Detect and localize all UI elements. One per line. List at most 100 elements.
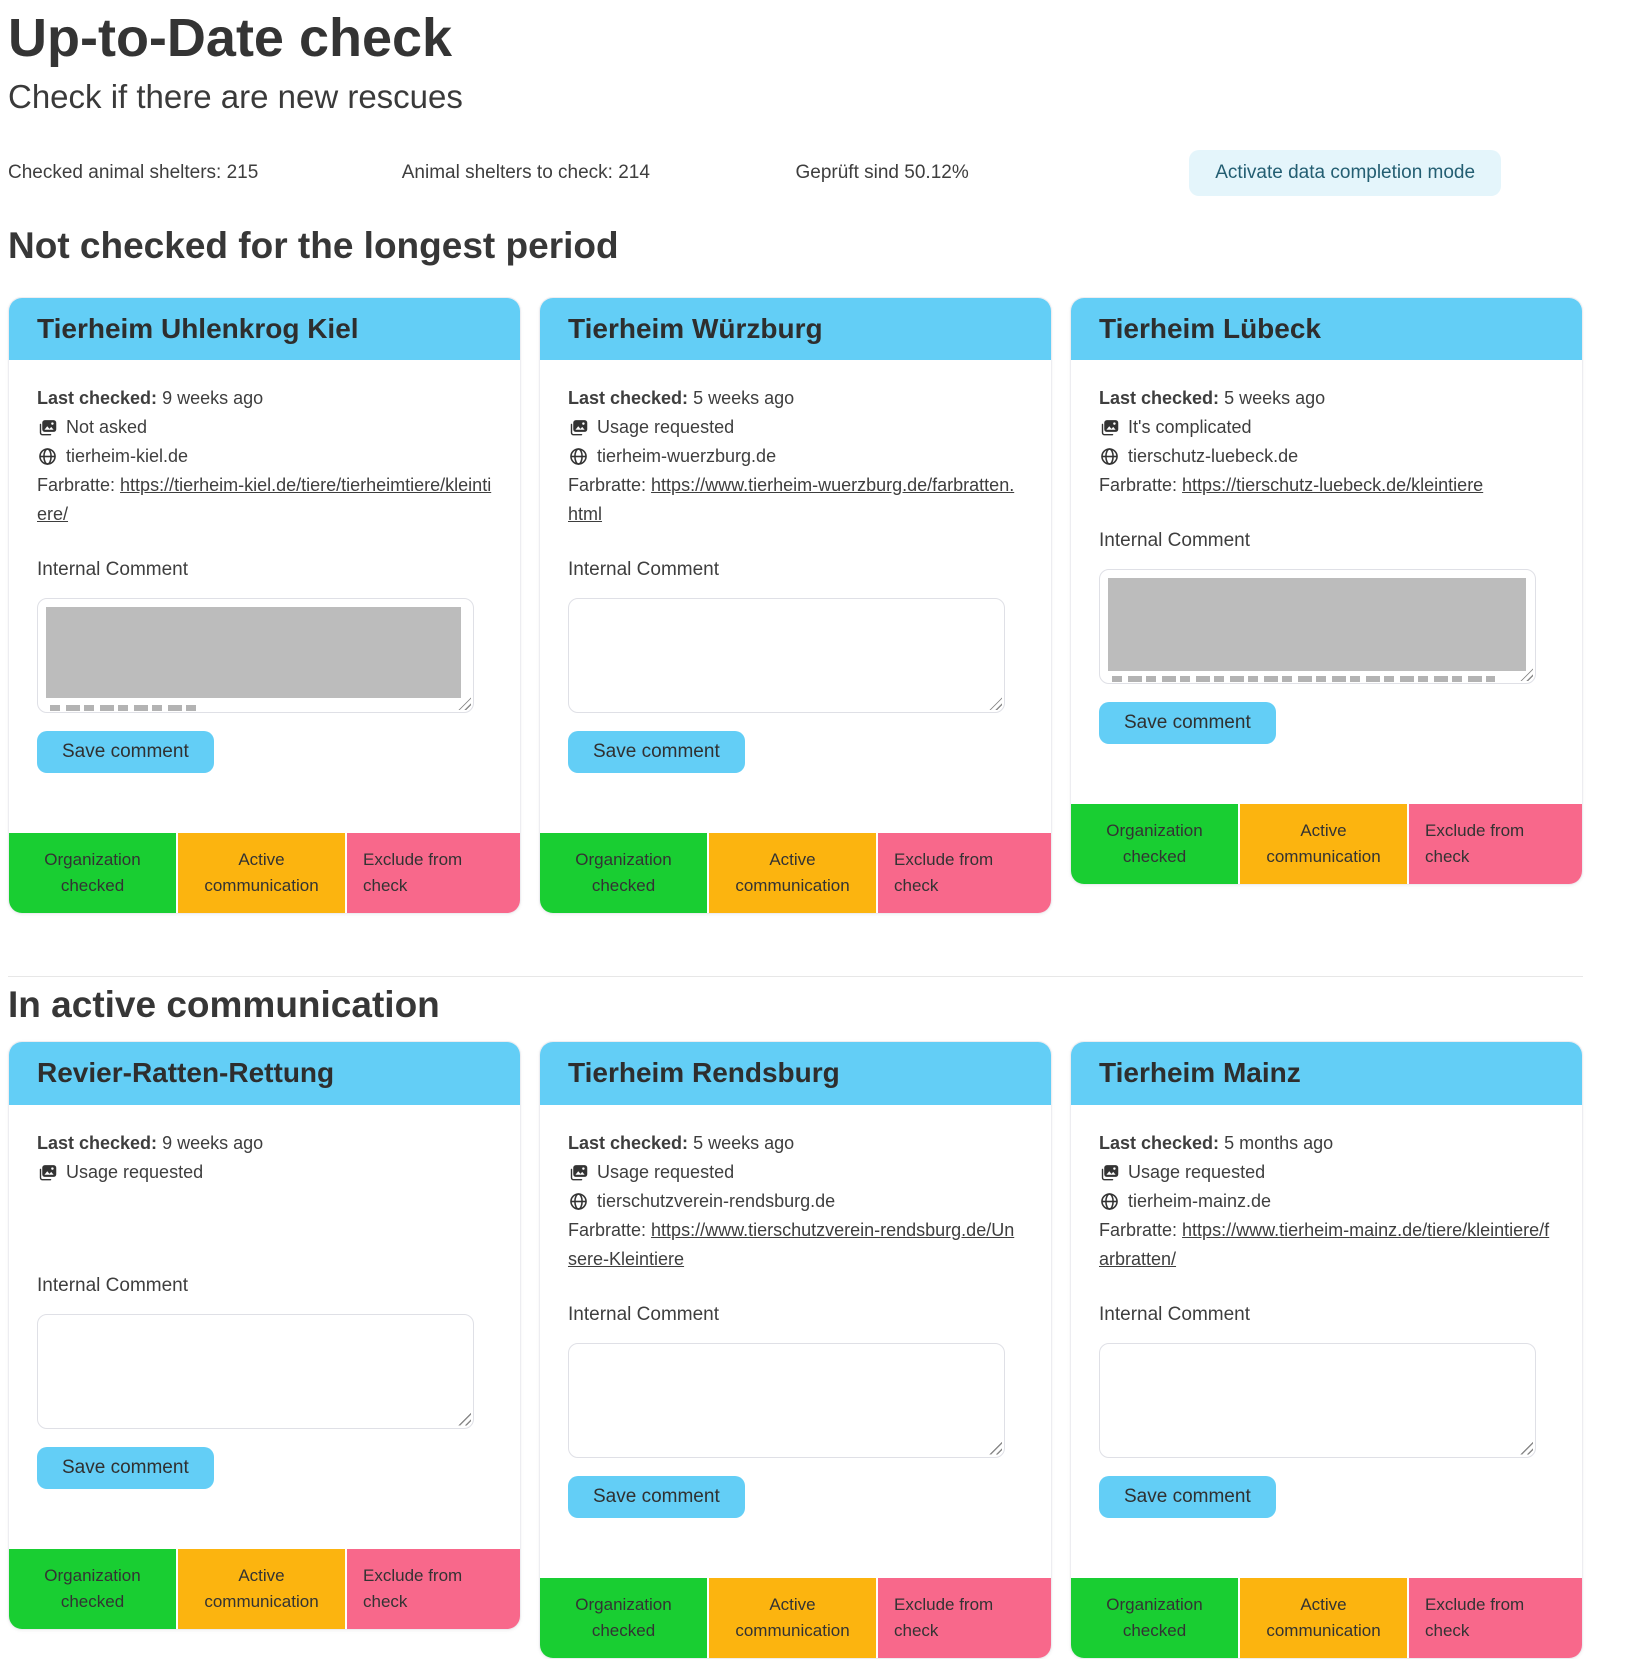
internal-comment-input[interactable] xyxy=(37,1313,474,1429)
photo-status-line: Usage requested xyxy=(568,413,1023,442)
shelter-card-title: Tierheim Mainz xyxy=(1071,1042,1582,1105)
photo-status-line: Usage requested xyxy=(568,1158,1023,1187)
organization-checked-button[interactable]: Organization checked xyxy=(1071,1577,1238,1658)
resize-handle[interactable] xyxy=(1520,1441,1533,1455)
internal-comment-input[interactable] xyxy=(1099,1342,1536,1458)
last-checked-line: Last checked: 5 weeks ago xyxy=(568,384,1023,413)
website-line: tierheim-kiel.de xyxy=(37,442,492,471)
save-comment-button[interactable]: Save comment xyxy=(568,731,745,774)
active-communication-button[interactable]: Active communication xyxy=(709,1577,876,1658)
website-line: tierschutz-luebeck.de xyxy=(1099,442,1554,471)
last-checked-value: 5 weeks ago xyxy=(693,1132,795,1153)
globe-icon xyxy=(37,446,58,467)
shelter-card-body: Last checked: 9 weeks ago Not asked xyxy=(9,360,520,833)
internal-comment-label: Internal Comment xyxy=(37,1274,189,1296)
internal-comment-input[interactable] xyxy=(568,598,1005,714)
last-checked-value: 5 weeks ago xyxy=(1224,388,1326,409)
page-title: Up-to-Date check xyxy=(8,8,453,68)
organization-checked-button[interactable]: Organization checked xyxy=(9,833,176,914)
last-checked-value: 9 weeks ago xyxy=(162,388,264,409)
farbratte-link[interactable]: https://www.tierschutzverein-rendsburg.d… xyxy=(568,1219,1015,1269)
organization-checked-button[interactable]: Organization checked xyxy=(1071,804,1238,885)
internal-comment-label: Internal Comment xyxy=(1099,530,1251,552)
save-comment-button[interactable]: Save comment xyxy=(37,731,214,774)
resize-handle[interactable] xyxy=(458,1412,471,1426)
section-active-communication: In active communication Revier-Ratten-Re… xyxy=(8,985,1583,1659)
redacted-comment-peek xyxy=(1112,676,1495,683)
photo-status-value: Usage requested xyxy=(597,1161,735,1182)
farbratte-line: Farbratte: https://www.tierheim-wuerzbur… xyxy=(568,471,1023,529)
shelter-card-body: Last checked: 5 weeks ago Usage requeste… xyxy=(540,360,1051,833)
stat-checked-percentage: Geprüft sind 50.12% xyxy=(796,162,1190,184)
globe-icon xyxy=(1099,446,1120,467)
save-comment-button[interactable]: Save comment xyxy=(568,1475,745,1518)
exclude-from-check-button[interactable]: Exclude from check xyxy=(1409,1577,1582,1658)
activate-data-completion-button[interactable]: Activate data completion mode xyxy=(1189,150,1502,197)
last-checked-label: Last checked: xyxy=(1099,1132,1220,1153)
shelter-card-body: Last checked: 5 weeks ago Usage requeste… xyxy=(540,1105,1051,1578)
last-checked-value: 5 months ago xyxy=(1224,1132,1334,1153)
active-communication-button[interactable]: Active communication xyxy=(1240,804,1407,885)
exclude-from-check-button[interactable]: Exclude from check xyxy=(878,833,1051,914)
website-line: tierheim-wuerzburg.de xyxy=(568,442,1023,471)
active-communication-button[interactable]: Active communication xyxy=(178,1548,345,1629)
stat-shelters-to-check-value: 214 xyxy=(618,162,650,184)
active-communication-button[interactable]: Active communication xyxy=(709,833,876,914)
farbratte-line: Farbratte: https://www.tierheim-mainz.de… xyxy=(1099,1216,1554,1274)
card-footer: Organization checked Active communicatio… xyxy=(1071,1577,1582,1658)
organization-checked-button[interactable]: Organization checked xyxy=(540,833,707,914)
resize-handle[interactable] xyxy=(989,1441,1002,1455)
photo-status-value: Usage requested xyxy=(1128,1161,1266,1182)
farbratte-label: Farbratte: xyxy=(568,1219,647,1240)
organization-checked-button[interactable]: Organization checked xyxy=(9,1548,176,1629)
exclude-from-check-button[interactable]: Exclude from check xyxy=(347,833,520,914)
stat-checked-shelters: Checked animal shelters: 215 xyxy=(8,162,402,184)
organization-checked-button[interactable]: Organization checked xyxy=(540,1577,707,1658)
last-checked-label: Last checked: xyxy=(1099,388,1220,409)
shelter-card-title: Tierheim Rendsburg xyxy=(540,1042,1051,1105)
website-value: tierheim-kiel.de xyxy=(66,446,189,467)
internal-comment-input[interactable] xyxy=(568,1342,1005,1458)
shelter-card: Tierheim Würzburg Last checked: 5 weeks … xyxy=(539,297,1052,915)
exclude-from-check-button[interactable]: Exclude from check xyxy=(878,1577,1051,1658)
farbratte-link[interactable]: https://www.tierheim-wuerzburg.de/farbra… xyxy=(568,475,1015,525)
shelter-card: Tierheim Rendsburg Last checked: 5 weeks… xyxy=(539,1041,1052,1659)
card-footer: Organization checked Active communicatio… xyxy=(1071,804,1582,885)
website-value: tierheim-mainz.de xyxy=(1128,1190,1272,1211)
save-comment-button[interactable]: Save comment xyxy=(1099,1475,1276,1518)
farbratte-label: Farbratte: xyxy=(1099,475,1178,496)
internal-comment-label: Internal Comment xyxy=(1099,1303,1251,1325)
photo-icon xyxy=(568,1162,589,1183)
stat-shelters-to-check: Animal shelters to check: 214 xyxy=(402,162,796,184)
shelter-card-title: Revier-Ratten-Rettung xyxy=(9,1042,520,1105)
cards-row-active-communication: Revier-Ratten-Rettung Last checked: 9 we… xyxy=(8,1041,1583,1659)
save-comment-button[interactable]: Save comment xyxy=(1099,702,1276,745)
globe-icon xyxy=(568,446,589,467)
last-checked-line: Last checked: 5 months ago xyxy=(1099,1129,1554,1158)
last-checked-label: Last checked: xyxy=(37,1132,158,1153)
active-communication-button[interactable]: Active communication xyxy=(1240,1577,1407,1658)
shelter-card: Tierheim Lübeck Last checked: 5 weeks ag… xyxy=(1070,297,1583,886)
shelter-card-body: Last checked: 5 weeks ago It's complicat… xyxy=(1071,360,1582,804)
farbratte-line: Farbratte: https://tierschutz-luebeck.de… xyxy=(1099,471,1554,500)
last-checked-line: Last checked: 9 weeks ago xyxy=(37,1129,492,1158)
resize-handle[interactable] xyxy=(458,697,471,711)
farbratte-link[interactable]: https://tierheim-kiel.de/tiere/tierheimt… xyxy=(37,475,492,525)
internal-comment-input[interactable] xyxy=(37,598,474,714)
farbratte-link[interactable]: https://www.tierheim-mainz.de/tiere/klei… xyxy=(1099,1219,1550,1269)
exclude-from-check-button[interactable]: Exclude from check xyxy=(1409,804,1582,885)
photo-icon xyxy=(37,417,58,438)
internal-comment-input[interactable] xyxy=(1099,569,1536,685)
shelter-card-title: Tierheim Uhlenkrog Kiel xyxy=(9,298,520,361)
website-value: tierschutz-luebeck.de xyxy=(1128,446,1299,467)
exclude-from-check-button[interactable]: Exclude from check xyxy=(347,1548,520,1629)
resize-handle[interactable] xyxy=(989,697,1002,711)
page-subtitle: Check if there are new rescues xyxy=(8,77,463,115)
farbratte-link[interactable]: https://tierschutz-luebeck.de/kleintiere xyxy=(1182,475,1484,496)
active-communication-button[interactable]: Active communication xyxy=(178,833,345,914)
save-comment-button[interactable]: Save comment xyxy=(37,1446,214,1489)
internal-comment-label: Internal Comment xyxy=(37,559,189,581)
stat-checked-shelters-value: 215 xyxy=(226,162,259,184)
card-footer: Organization checked Active communicatio… xyxy=(9,1548,520,1629)
section-divider xyxy=(8,976,1583,978)
